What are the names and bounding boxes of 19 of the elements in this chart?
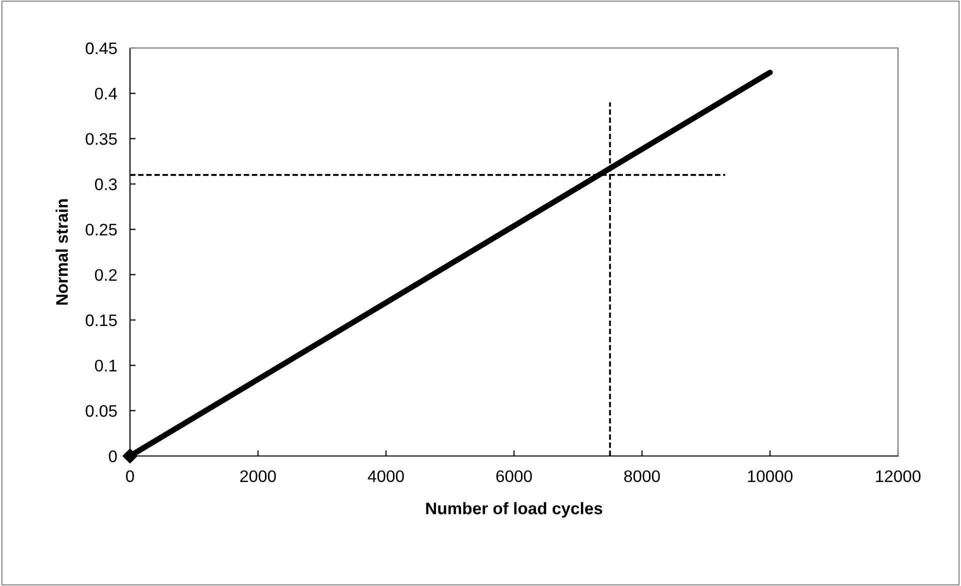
y-axis-title: Normal strain	[56, 199, 68, 305]
y-tick-label: 0.45	[86, 42, 117, 54]
y-tick-label: 0.4	[94, 88, 118, 100]
x-tick-label: 2000	[240, 470, 276, 482]
x-axis-title: Number of load cycles	[426, 502, 602, 518]
x-tick-label: 4000	[368, 470, 404, 482]
x-tick-label: 6000	[496, 470, 532, 482]
x-tick-label: 10000	[748, 470, 793, 482]
y-tick-label: 0.05	[86, 405, 117, 417]
y-tick-label: 0.25	[86, 224, 117, 236]
y-tick-label: 0.2	[94, 269, 117, 281]
y-tick-label: 0.15	[86, 314, 117, 326]
x-tick-label: 8000	[624, 470, 660, 482]
y-tick-label: 0	[108, 450, 117, 462]
y-tick-label: 0.3	[94, 178, 117, 190]
x-tick-label: 0	[126, 470, 134, 482]
y-tick-label: 0.35	[86, 133, 117, 145]
x-tick-label: 12000	[876, 470, 921, 482]
y-tick-label: 0.1	[94, 360, 117, 372]
